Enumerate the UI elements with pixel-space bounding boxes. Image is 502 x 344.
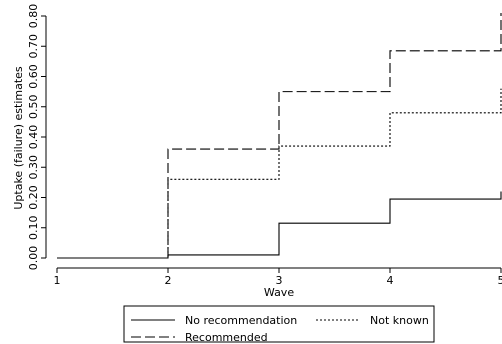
y-tick-label: 0.80 xyxy=(27,4,40,29)
x-tick-label: 1 xyxy=(54,274,61,287)
x-tick-label: 2 xyxy=(165,274,172,287)
y-axis-title: Uptake (failure) estimates xyxy=(12,66,25,210)
y-tick-label: 0.70 xyxy=(27,34,40,59)
x-tick-label: 3 xyxy=(276,274,283,287)
legend: No recommendation Not known Recommended xyxy=(123,305,435,344)
series-line-2 xyxy=(57,12,502,259)
y-tick-label: 0.20 xyxy=(27,185,40,210)
plot-series xyxy=(57,12,502,259)
y-tick-label: 0.50 xyxy=(27,95,40,120)
series-line-1 xyxy=(57,88,502,259)
legend-label-2: Recommended xyxy=(185,331,268,344)
y-tick-label: 0.60 xyxy=(27,64,40,89)
y-tick-label: 0.30 xyxy=(27,155,40,180)
axes: 0.00 0.10 0.20 0.30 0.40 0.50 0.60 0.70 0.80 1 2 3 4… xyxy=(27,4,502,287)
legend-label-1: Not known xyxy=(370,314,429,327)
y-tick-label: 0.40 xyxy=(27,125,40,150)
x-tick-label: 4 xyxy=(387,274,394,287)
y-tick-label: 0.10 xyxy=(27,216,40,241)
legend-label-0: No recommendation xyxy=(185,314,297,327)
x-tick-label: 5 xyxy=(498,274,502,287)
x-axis-title: Wave xyxy=(264,286,294,299)
legend-box xyxy=(123,305,435,343)
series-line-0 xyxy=(57,191,502,259)
y-tick-label: 0.00 xyxy=(27,246,40,271)
